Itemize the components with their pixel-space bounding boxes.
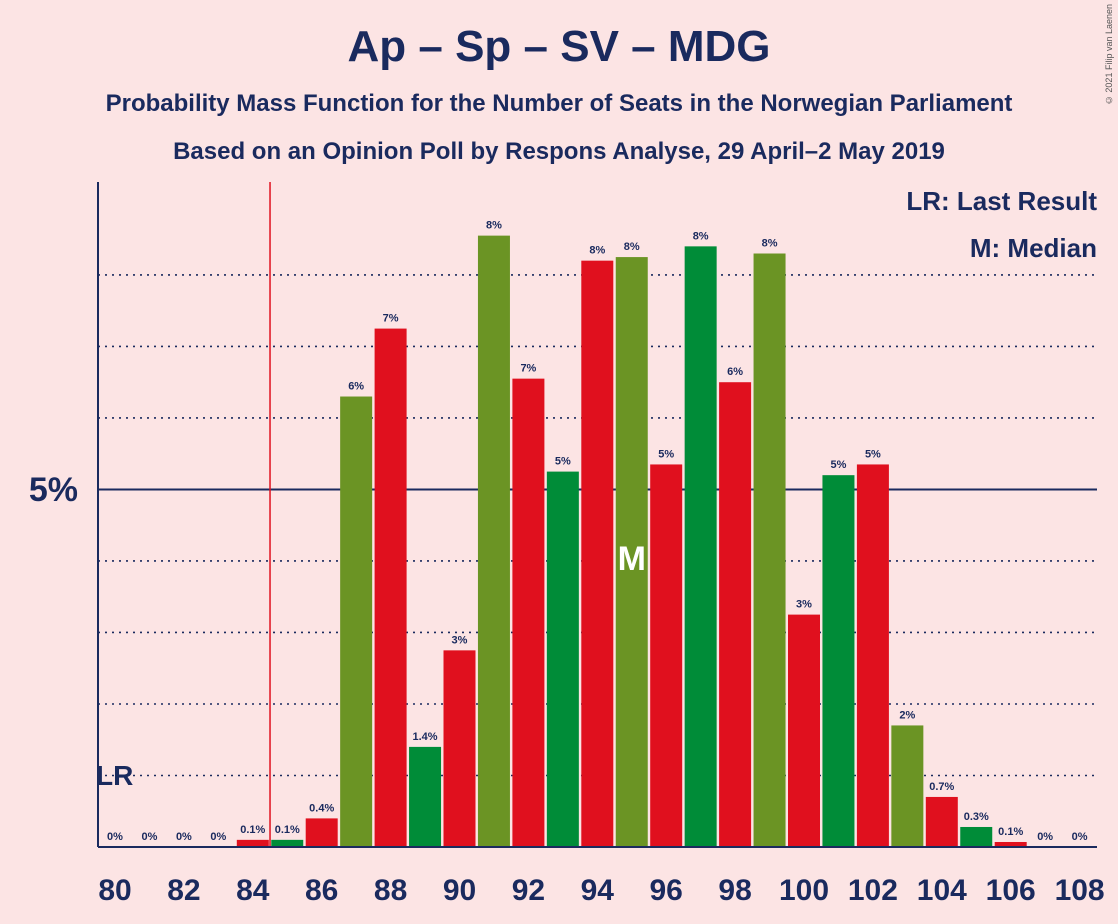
bar: [650, 464, 683, 847]
bar-value-label: 3%: [796, 599, 812, 611]
bar: [891, 725, 924, 847]
bar: [822, 475, 855, 847]
bar-value-label: 0%: [176, 831, 192, 843]
bar: [443, 650, 476, 847]
bar: [236, 839, 269, 847]
legend-median: M: Median: [970, 233, 1097, 263]
bar: [753, 253, 786, 847]
bar: [374, 328, 407, 847]
bar: [271, 839, 304, 847]
bar: [788, 614, 820, 847]
bar: [340, 396, 373, 847]
legend: LR: Last Result M: Median: [906, 186, 1097, 263]
bar-value-label: 0.3%: [964, 811, 989, 823]
bar: [615, 257, 648, 847]
bar-value-label: 0%: [1037, 831, 1053, 843]
bar-value-label: 8%: [589, 245, 605, 257]
x-tick-label: 108: [1055, 874, 1105, 907]
legend-last-result: LR: Last Result: [906, 186, 1097, 216]
bar-value-label: 5%: [658, 448, 674, 460]
bar: [960, 826, 993, 847]
x-tick-label: 92: [512, 874, 545, 907]
bar: [512, 378, 545, 847]
bar-value-label: 7%: [383, 313, 399, 325]
bar: [994, 841, 1027, 847]
bar-value-label: 0.4%: [309, 802, 334, 814]
x-tick-label: 88: [374, 874, 407, 907]
x-tick-label: 106: [986, 874, 1036, 907]
bar-value-label: 0%: [210, 831, 226, 843]
bar: [581, 260, 614, 848]
x-tick-label: 90: [443, 874, 476, 907]
bars: [236, 235, 1027, 848]
x-tick-label: 100: [779, 874, 829, 907]
bar: [856, 464, 889, 847]
bar-labels: 0% 0% 0% 0% 0.1% 0.1% 0.4% 6% 7% 1.4% 3% 8% 7% 5% 8% 8%…: [96, 220, 1088, 843]
bar: [305, 818, 338, 847]
median-marker: M: [618, 540, 646, 578]
bar-value-label: 0%: [1072, 831, 1088, 843]
bar-value-label: 2%: [899, 709, 915, 721]
bar-value-label: 8%: [693, 230, 709, 242]
x-tick-label: 104: [917, 874, 967, 907]
x-tick-label: 80: [98, 874, 131, 907]
x-tick-label: 98: [718, 874, 751, 907]
x-tick-label: 96: [650, 874, 683, 907]
bar: [925, 796, 958, 847]
bar-value-label: 0%: [107, 831, 123, 843]
chart-title: Ap – Sp – SV – MDG: [347, 22, 771, 71]
bar-value-label: 5%: [555, 456, 571, 468]
bar-value-label: 7%: [520, 363, 536, 375]
bar-value-label: 0.1%: [240, 824, 265, 836]
bar-value-label: 6%: [727, 366, 743, 378]
bar: [409, 746, 442, 847]
last-result-marker: LR: [96, 760, 133, 791]
chart-subtitle-2: Based on an Opinion Poll by Respons Anal…: [173, 138, 945, 165]
x-tick-label: 94: [581, 874, 615, 907]
x-tick-label: 102: [848, 874, 898, 907]
bar: [477, 235, 510, 847]
x-tick-labels: 80 82 84 86 88 90 92 94 96 98 100 102 104 106 108: [98, 874, 1104, 907]
bar-value-label: 1.4%: [413, 731, 438, 743]
x-tick-label: 82: [167, 874, 200, 907]
bar-value-label: 8%: [624, 241, 640, 253]
bar-value-label: 0.1%: [275, 824, 300, 836]
bar-value-label: 0.7%: [929, 781, 954, 793]
bar: [719, 382, 752, 847]
bar-value-label: 3%: [452, 634, 468, 646]
bar-value-label: 8%: [762, 238, 778, 250]
chart-subtitle-1: Probability Mass Function for the Number…: [105, 90, 1013, 117]
bar-value-label: 6%: [348, 381, 364, 393]
axes: [97, 182, 1097, 848]
x-tick-label: 84: [236, 874, 270, 907]
bar-value-label: 0.1%: [998, 826, 1023, 838]
bar-value-label: 0%: [141, 831, 157, 843]
bar: [546, 471, 579, 847]
x-tick-label: 86: [305, 874, 338, 907]
bar-value-label: 5%: [865, 448, 881, 460]
bar-value-label: 8%: [486, 220, 502, 232]
bar-value-label: 5%: [830, 459, 846, 471]
bar: [684, 246, 717, 847]
y-axis-5-percent-label: 5%: [29, 471, 78, 509]
